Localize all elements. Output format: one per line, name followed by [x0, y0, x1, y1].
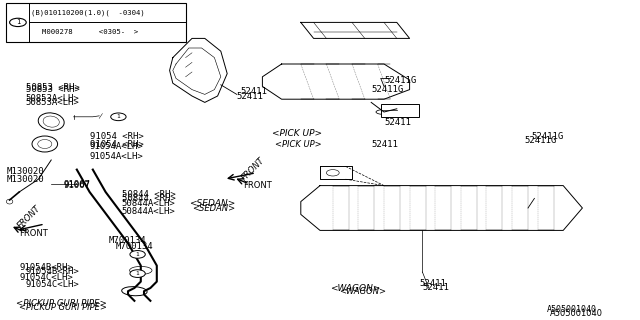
Text: 91054B<RH>: 91054B<RH> — [19, 263, 73, 272]
Text: 91054C<LH>: 91054C<LH> — [26, 280, 79, 289]
Text: 1: 1 — [116, 114, 120, 119]
Text: 91067: 91067 — [64, 181, 91, 190]
Text: M130020: M130020 — [6, 175, 44, 184]
Text: <PICKUP GURI PIPE>: <PICKUP GURI PIPE> — [16, 299, 107, 308]
Text: 50844A<LH>: 50844A<LH> — [122, 207, 175, 216]
Text: A505001040: A505001040 — [547, 305, 597, 314]
Text: 91054 <RH>: 91054 <RH> — [90, 132, 143, 141]
Text: <WAGON>: <WAGON> — [339, 287, 386, 296]
Text: 50844 <RH>: 50844 <RH> — [122, 190, 175, 199]
Text: 91054B<RH>: 91054B<RH> — [26, 268, 79, 276]
Text: M700134: M700134 — [115, 242, 153, 251]
Text: 1: 1 — [16, 20, 20, 25]
Text: 50853A<LH>: 50853A<LH> — [26, 94, 79, 103]
Text: 1: 1 — [136, 252, 140, 257]
Text: M700134: M700134 — [109, 236, 147, 245]
Text: <SEDAN>: <SEDAN> — [189, 199, 235, 208]
Text: 50853 <RH>: 50853 <RH> — [26, 83, 79, 92]
Text: 52411: 52411 — [384, 118, 411, 127]
Bar — [381, 104, 419, 117]
Text: M130020: M130020 — [6, 167, 44, 176]
Text: <SEDAN>: <SEDAN> — [192, 204, 235, 212]
Text: <PICK UP>: <PICK UP> — [272, 129, 322, 138]
Text: 50844 <RH>: 50844 <RH> — [122, 194, 175, 203]
Text: M000278      <0305-  >: M000278 <0305- > — [42, 29, 138, 35]
Bar — [6, 3, 186, 42]
Text: 52411: 52411 — [237, 92, 264, 100]
Circle shape — [111, 113, 126, 121]
Circle shape — [130, 270, 145, 277]
Text: 52411: 52411 — [422, 284, 449, 292]
Text: 52411G: 52411G — [384, 76, 416, 85]
Text: 52411: 52411 — [419, 279, 446, 288]
Text: <PICK UP>: <PICK UP> — [275, 140, 322, 148]
Text: (B)010110200(1.0)(  -0304): (B)010110200(1.0)( -0304) — [31, 10, 145, 16]
Text: FRONT: FRONT — [240, 156, 267, 183]
Text: 1: 1 — [136, 271, 140, 276]
Text: 52411G: 52411G — [371, 85, 403, 94]
Text: 52411G: 52411G — [525, 136, 557, 145]
Text: 50853A<LH>: 50853A<LH> — [26, 98, 79, 107]
Text: 52411: 52411 — [240, 87, 267, 96]
Text: <WAGON>: <WAGON> — [330, 284, 380, 293]
Circle shape — [130, 251, 145, 258]
Text: 50853 <RH>: 50853 <RH> — [26, 85, 79, 94]
Text: 52411G: 52411G — [531, 132, 563, 141]
Text: FRONT: FRONT — [19, 229, 48, 238]
Text: 50844A<LH>: 50844A<LH> — [122, 199, 175, 208]
Text: A505001040: A505001040 — [550, 309, 604, 318]
Text: 91054A<LH>: 91054A<LH> — [90, 152, 143, 161]
Text: 91067: 91067 — [64, 180, 91, 189]
Text: 91054C<LH>: 91054C<LH> — [19, 273, 73, 282]
Text: <PICKUP GURI PIPE>: <PICKUP GURI PIPE> — [19, 303, 107, 312]
Text: FRONT: FRONT — [16, 204, 43, 231]
Text: FRONT: FRONT — [243, 181, 272, 190]
Text: 91054 <RH>: 91054 <RH> — [90, 140, 143, 148]
Text: 52411: 52411 — [371, 140, 398, 148]
Text: 91054A<LH>: 91054A<LH> — [90, 142, 143, 151]
